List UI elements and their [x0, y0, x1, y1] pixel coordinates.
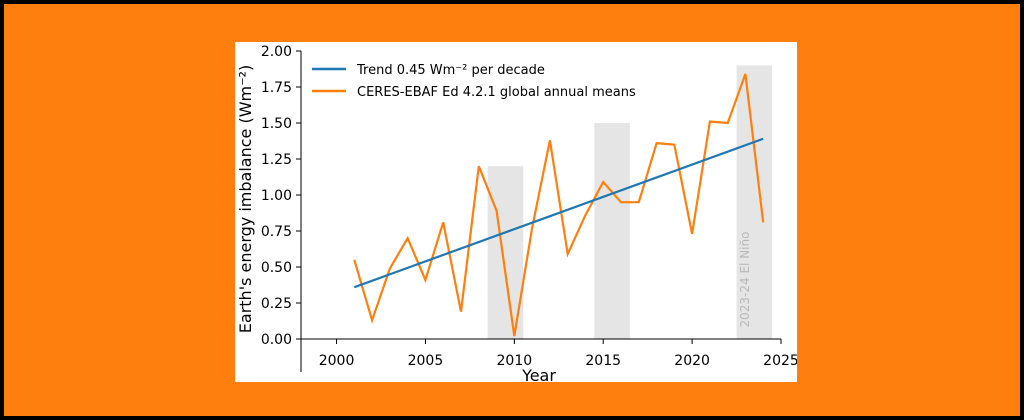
series-lines	[353, 73, 765, 337]
shaded-region-1	[594, 123, 630, 339]
y-tick-label-4: 1.00	[261, 188, 292, 204]
ceres-series-line	[353, 73, 765, 337]
el-nino-annotation: 2023-24 El Niño	[738, 232, 752, 328]
shaded-regions	[487, 65, 773, 340]
trend-line	[353, 137, 764, 289]
y-axis-label: Earth's energy imbalance (Wm⁻²)	[236, 65, 255, 333]
axes	[300, 51, 781, 372]
shaded-region-2	[736, 65, 773, 340]
x-tick-label-5: 2025	[763, 353, 797, 369]
legend: Trend 0.45 Wm⁻² per decade CERES-EBAF Ed…	[312, 63, 636, 100]
chart-card: 0.00 0.25 0.50 0.75 1.00 1.25 1.50 1.75 2.00 200…	[235, 42, 797, 382]
y-tick-label-8: 2.00	[261, 44, 292, 60]
annotations: 2023-24 El Niño	[738, 232, 752, 328]
x-tick-label-0: 2000	[319, 353, 355, 369]
legend-trend-label: Trend 0.45 Wm⁻² per decade	[356, 63, 545, 78]
x-tick-label-2: 2010	[497, 353, 533, 369]
orange-frame: 0.00 0.25 0.50 0.75 1.00 1.25 1.50 1.75 2.00 200…	[4, 4, 1020, 416]
x-tick-label-4: 2020	[674, 353, 710, 369]
y-tick-label-5: 1.25	[261, 152, 292, 168]
x-tick-label-1: 2005	[408, 353, 444, 369]
y-tick-label-3: 0.75	[261, 224, 292, 240]
y-tick-label-7: 1.75	[261, 80, 292, 96]
y-tick-label-2: 0.50	[261, 260, 292, 276]
y-tick-label-1: 0.25	[261, 296, 292, 312]
legend-ceres-label: CERES-EBAF Ed 4.2.1 global annual means	[357, 85, 636, 100]
y-ticks: 0.00 0.25 0.50 0.75 1.00 1.25 1.50 1.75 2.00	[261, 44, 301, 348]
x-tick-label-3: 2015	[585, 353, 621, 369]
shaded-region-0	[487, 166, 524, 339]
x-ticks: 2000 2005 2010 2015 2020 2025	[319, 339, 797, 369]
x-axis-label: Year	[521, 366, 556, 382]
energy-imbalance-chart: 0.00 0.25 0.50 0.75 1.00 1.25 1.50 1.75 2.00 200…	[236, 44, 797, 382]
y-tick-label-0: 0.00	[261, 332, 292, 348]
y-tick-label-6: 1.50	[261, 116, 292, 132]
